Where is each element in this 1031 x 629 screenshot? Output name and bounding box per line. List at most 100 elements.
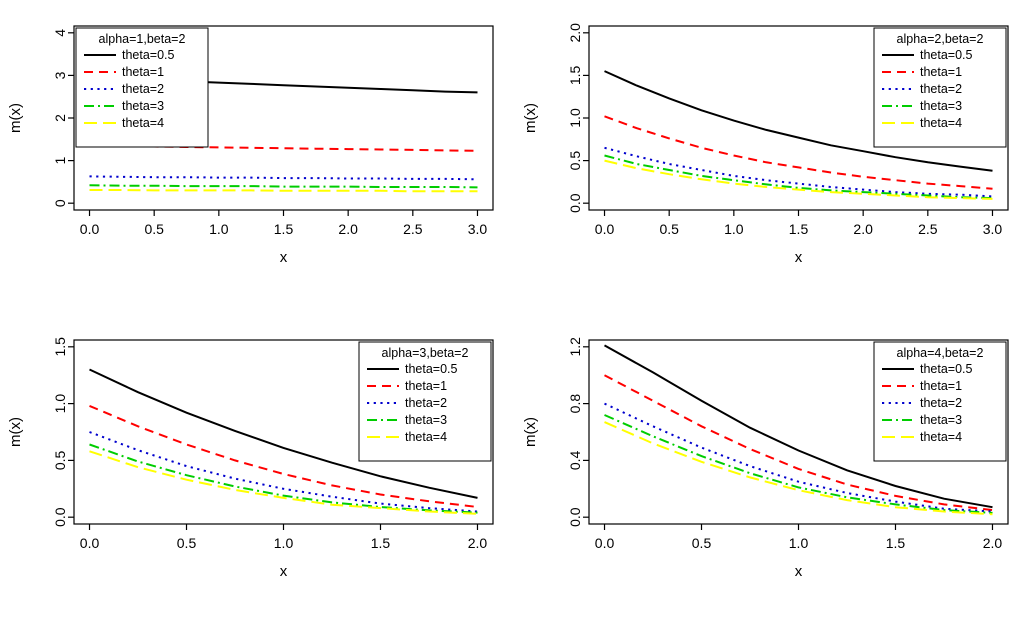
- y-tick-label: 0.0: [567, 507, 583, 527]
- legend-label: theta=0.5: [122, 48, 175, 62]
- series-line-theta=4: [89, 450, 478, 515]
- y-axis: 0.0 0.5 1.0 1.5 2.0: [567, 23, 589, 213]
- y-tick-label: 0.0: [567, 193, 583, 213]
- y-axis-label: m(x): [522, 103, 539, 133]
- x-tick-label: 0.0: [80, 221, 100, 237]
- y-tick-label: 1: [52, 156, 68, 164]
- plot-svg: 0.0 0.5 1.0 1.5 2.0 2.5 3.0 0.0 0.5 1.0 1.5 2.0 x m(x…: [522, 23, 1009, 266]
- series-line-theta=0.5: [604, 70, 993, 172]
- x-tick-label: 0.0: [595, 535, 615, 551]
- x-axis: 0.0 0.5 1.0 1.5 2.0 2.5 3.0: [595, 210, 1003, 237]
- y-axis-label: m(x): [7, 103, 24, 133]
- y-tick-label: 0.5: [52, 450, 68, 470]
- series-line-theta=4: [604, 159, 993, 200]
- x-tick-label: 2.0: [468, 535, 488, 551]
- y-tick-label: 2: [52, 114, 68, 122]
- x-tick-label: 1.0: [274, 535, 294, 551]
- plot-svg: 0.0 0.5 1.0 1.5 2.0 0.0 0.4 0.8 1.2 x m(x) alpha=4,…: [522, 337, 1009, 580]
- legend: alpha=2,beta=2 theta=0.5 theta=1 theta=2 the…: [873, 27, 1007, 148]
- y-tick-label: 1.0: [52, 394, 68, 414]
- series-line-theta=2: [89, 431, 478, 513]
- series-line-theta=3: [89, 184, 478, 189]
- legend-box: [873, 27, 1007, 148]
- series-line-theta=3: [604, 414, 993, 514]
- x-tick-label: 0.5: [177, 535, 197, 551]
- legend-box: [75, 27, 209, 148]
- series-group: [604, 70, 993, 200]
- legend-label: theta=0.5: [920, 48, 973, 62]
- legend-title: alpha=1,beta=2: [99, 32, 186, 46]
- x-axis-label: x: [280, 249, 288, 266]
- x-tick-label: 0.0: [80, 535, 100, 551]
- legend-label: theta=3: [920, 413, 962, 427]
- plot-panel-alpha2-beta2: 0.0 0.5 1.0 1.5 2.0 2.5 3.0 0.0 0.5 1.0 1.5 2.0 x m(x…: [515, 0, 1031, 314]
- y-tick-label: 0.5: [567, 151, 583, 171]
- x-tick-label: 1.5: [789, 221, 809, 237]
- x-tick-label: 1.0: [724, 221, 744, 237]
- x-tick-label: 2.5: [918, 221, 938, 237]
- y-axis-label: m(x): [7, 417, 24, 447]
- y-tick-label: 1.5: [52, 337, 68, 357]
- series-group: [604, 344, 993, 516]
- x-axis: 0.0 0.5 1.0 1.5 2.0: [595, 524, 1003, 551]
- x-tick-label: 3.0: [983, 221, 1003, 237]
- y-tick-label: 0: [52, 199, 68, 207]
- legend-label: theta=2: [920, 82, 962, 96]
- y-tick-label: 1.0: [567, 108, 583, 128]
- legend: alpha=1,beta=2 theta=0.5 theta=1 theta=2 the…: [75, 27, 209, 148]
- legend: alpha=4,beta=2 theta=0.5 theta=1 theta=2 the…: [873, 341, 1007, 462]
- series-line-theta=0.5: [604, 344, 993, 509]
- y-axis-label: m(x): [522, 417, 539, 447]
- legend-title: alpha=2,beta=2: [897, 32, 984, 46]
- y-axis: 0.0 0.5 1.0 1.5: [52, 337, 74, 527]
- legend-label: theta=4: [920, 430, 962, 444]
- x-tick-label: 0.0: [595, 221, 615, 237]
- y-tick-label: 0.0: [52, 507, 68, 527]
- legend-label: theta=2: [920, 396, 962, 410]
- x-tick-label: 2.0: [983, 535, 1003, 551]
- plot-panel-alpha4-beta2: 0.0 0.5 1.0 1.5 2.0 0.0 0.4 0.8 1.2 x m(x) alpha=4,…: [515, 314, 1031, 629]
- series-line-theta=4: [89, 189, 478, 193]
- legend-label: theta=1: [122, 65, 164, 79]
- x-tick-label: 1.0: [209, 221, 229, 237]
- x-axis: 0.0 0.5 1.0 1.5 2.0 2.5 3.0: [80, 210, 488, 237]
- y-tick-label: 0.4: [567, 450, 583, 470]
- x-tick-label: 3.0: [468, 221, 488, 237]
- series-line-theta=3: [89, 443, 478, 514]
- y-tick-label: 3: [52, 71, 68, 79]
- series-group: [89, 368, 478, 515]
- legend-label: theta=1: [405, 379, 447, 393]
- legend-label: theta=3: [920, 99, 962, 113]
- x-tick-label: 0.5: [692, 535, 712, 551]
- legend: alpha=3,beta=2 theta=0.5 theta=1 theta=2 the…: [358, 341, 492, 462]
- x-tick-label: 0.5: [659, 221, 679, 237]
- legend-label: theta=2: [122, 82, 164, 96]
- x-tick-label: 1.5: [274, 221, 294, 237]
- legend-box: [358, 341, 492, 462]
- x-tick-label: 1.5: [371, 535, 391, 551]
- legend-label: theta=1: [920, 379, 962, 393]
- y-tick-label: 1.5: [567, 65, 583, 85]
- y-tick-label: 4: [52, 29, 68, 37]
- x-tick-label: 2.0: [338, 221, 358, 237]
- plot-panel-alpha3-beta2: 0.0 0.5 1.0 1.5 2.0 0.0 0.5 1.0 1.5 x m(x) alpha=3,…: [0, 314, 515, 629]
- x-axis-label: x: [795, 563, 803, 580]
- series-line-theta=3: [604, 154, 993, 200]
- legend-label: theta=4: [122, 116, 164, 130]
- x-tick-label: 2.0: [853, 221, 873, 237]
- legend-label: theta=0.5: [920, 362, 973, 376]
- legend-label: theta=4: [920, 116, 962, 130]
- legend-label: theta=4: [405, 430, 447, 444]
- series-line-theta=1: [89, 404, 478, 508]
- legend-label: theta=0.5: [405, 362, 458, 376]
- series-line-theta=2: [604, 402, 993, 513]
- series-line-theta=1: [604, 374, 993, 512]
- x-axis-label: x: [280, 563, 288, 580]
- series-line-theta=2: [89, 175, 478, 181]
- x-tick-label: 0.5: [144, 221, 164, 237]
- x-tick-label: 1.0: [789, 535, 809, 551]
- legend-label: theta=3: [405, 413, 447, 427]
- legend-box: [873, 341, 1007, 462]
- legend-title: alpha=4,beta=2: [897, 346, 984, 360]
